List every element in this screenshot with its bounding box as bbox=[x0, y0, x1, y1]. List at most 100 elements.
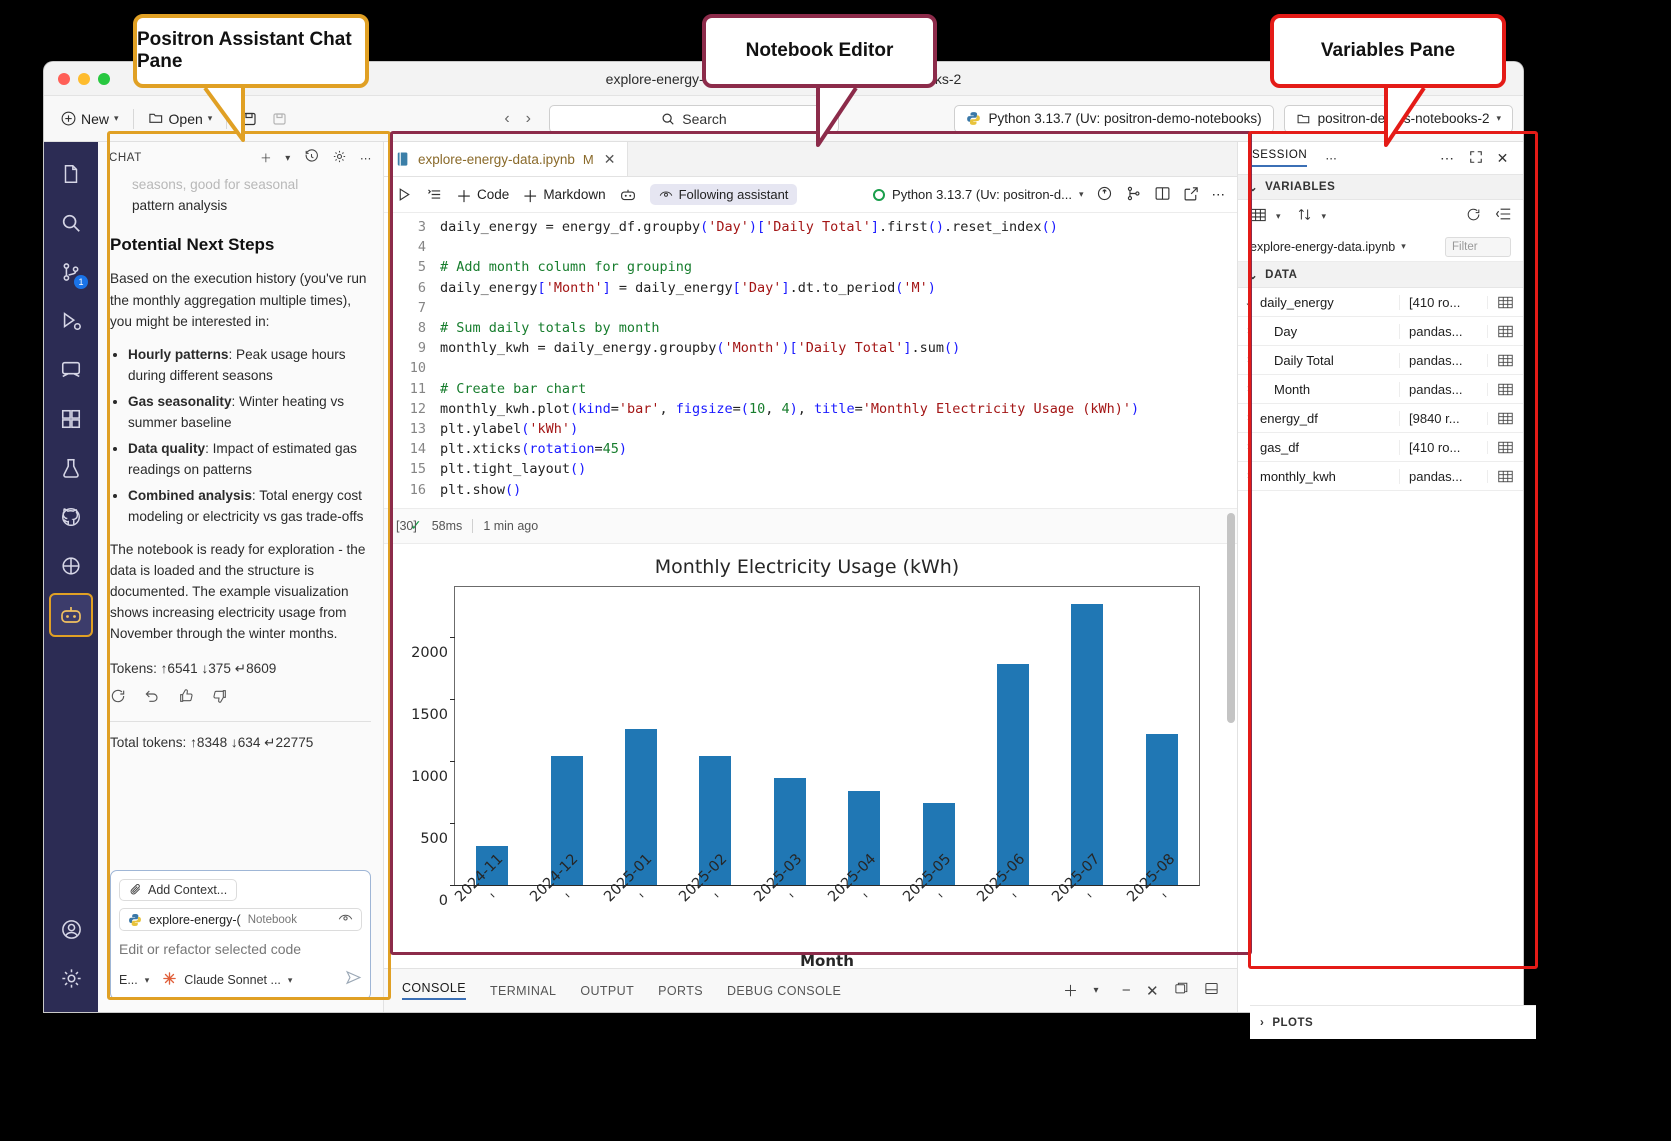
mode-selector-label[interactable]: E... bbox=[119, 973, 138, 987]
activity-source-control-icon[interactable]: 1 bbox=[49, 250, 93, 294]
activity-settings-gear-icon[interactable] bbox=[49, 956, 93, 1000]
activity-remote-icon[interactable] bbox=[49, 544, 93, 588]
add-context-button[interactable]: Add Context... bbox=[119, 878, 238, 901]
code-editor[interactable]: 3 daily_energy = energy_df.groupby('Day')… bbox=[384, 213, 1237, 508]
minimize-icon[interactable]: − bbox=[1121, 982, 1132, 999]
tab-explore-energy-data[interactable]: explore-energy-data.ipynb M ✕ bbox=[384, 142, 629, 176]
following-assistant-badge[interactable]: Following assistant bbox=[649, 184, 798, 205]
navigation-arrows[interactable]: ‹ › bbox=[504, 110, 531, 128]
chevron-down-icon[interactable]: ▾ bbox=[1276, 210, 1281, 221]
context-chip-notebook[interactable]: explore-energy-( Notebook bbox=[119, 908, 362, 931]
tab-console[interactable]: CONSOLE bbox=[402, 981, 466, 1000]
save-all-button[interactable] bbox=[264, 107, 294, 131]
open-external-icon[interactable] bbox=[1183, 185, 1200, 205]
open-in-data-viewer-icon[interactable] bbox=[1487, 295, 1523, 309]
back-icon[interactable]: ‹ bbox=[504, 109, 510, 127]
activity-connections-icon[interactable] bbox=[49, 348, 93, 392]
close-icon[interactable]: ✕ bbox=[1146, 982, 1159, 1000]
refresh-icon[interactable] bbox=[1466, 207, 1481, 225]
assistant-robot-icon[interactable] bbox=[619, 186, 637, 204]
close-window-button[interactable] bbox=[58, 72, 70, 85]
new-button[interactable]: New ▾ bbox=[54, 107, 126, 131]
chevron-down-icon[interactable]: ▾ bbox=[1093, 985, 1099, 996]
code-cell[interactable]: 3 daily_energy = energy_df.groupby('Day')… bbox=[384, 213, 1237, 544]
variable-row[interactable]: › monthly_kwh pandas... bbox=[1238, 462, 1523, 491]
more-icon[interactable]: ⋯ bbox=[1211, 186, 1226, 202]
plots-section-header[interactable]: › PLOTS bbox=[1250, 1005, 1536, 1039]
more-icon[interactable]: ⋯ bbox=[1325, 153, 1338, 165]
add-markdown-cell-button[interactable]: ＋ Markdown bbox=[522, 183, 605, 207]
add-icon[interactable]: ＋ bbox=[1063, 983, 1079, 1000]
split-editor-icon[interactable] bbox=[1154, 185, 1171, 205]
history-icon[interactable] bbox=[304, 149, 319, 167]
open-in-data-viewer-icon[interactable] bbox=[1487, 324, 1523, 338]
open-in-data-viewer-icon[interactable] bbox=[1487, 411, 1523, 425]
tab-session[interactable]: SESSION bbox=[1252, 149, 1308, 167]
layout-panel-icon[interactable] bbox=[1204, 981, 1219, 1000]
kernel-selector[interactable]: Python 3.13.7 (Uv: positron-d... ▾ bbox=[873, 187, 1084, 202]
thumbs-up-icon[interactable] bbox=[178, 688, 194, 711]
sort-icon[interactable] bbox=[1297, 207, 1312, 225]
tab-debug-console[interactable]: DEBUG CONSOLE bbox=[726, 983, 842, 998]
forward-icon[interactable]: › bbox=[525, 109, 531, 127]
tab-output[interactable]: OUTPUT bbox=[580, 983, 635, 998]
more-icon[interactable]: ⋯ bbox=[359, 153, 372, 165]
run-all-icon[interactable] bbox=[396, 186, 413, 203]
variable-row[interactable]: › energy_df [9840 r... bbox=[1238, 404, 1523, 433]
open-in-data-viewer-icon[interactable] bbox=[1487, 353, 1523, 367]
notebook-scrollbar[interactable] bbox=[1227, 513, 1235, 723]
activity-search-icon[interactable] bbox=[49, 201, 93, 245]
interpreter-selector[interactable]: Python 3.13.7 (Uv: positron-demo-noteboo… bbox=[954, 104, 1274, 133]
chevron-down-icon[interactable]: ▾ bbox=[287, 974, 293, 985]
restart-kernel-icon[interactable] bbox=[1096, 185, 1113, 205]
new-chat-icon[interactable]: ＋ bbox=[260, 153, 273, 165]
open-in-data-viewer-icon[interactable] bbox=[1487, 469, 1523, 483]
close-icon[interactable]: ✕ bbox=[1496, 149, 1509, 166]
open-button[interactable]: Open ▾ bbox=[141, 107, 220, 131]
variables-filter-input[interactable]: Filter bbox=[1445, 236, 1511, 257]
activity-github-icon[interactable] bbox=[49, 495, 93, 539]
notebook-scroll-area[interactable]: 3 daily_energy = energy_df.groupby('Day')… bbox=[384, 213, 1237, 968]
variables-data-group-header[interactable]: ⌄ DATA bbox=[1238, 262, 1523, 288]
search-input[interactable]: Search ▾ bbox=[548, 104, 839, 133]
activity-positron-assistant-icon[interactable] bbox=[49, 593, 93, 637]
maximize-icon[interactable] bbox=[1469, 150, 1483, 167]
more-icon[interactable]: ⋯ bbox=[1440, 149, 1455, 166]
model-selector-label[interactable]: Claude Sonnet ... bbox=[184, 973, 281, 987]
tab-terminal[interactable]: TERMINAL bbox=[489, 983, 557, 998]
chat-composer[interactable]: Add Context... explore-energy-( Notebook bbox=[110, 869, 371, 1000]
close-icon[interactable]: ✕ bbox=[603, 150, 616, 167]
clear-outputs-icon[interactable] bbox=[426, 186, 443, 203]
variables-section-header[interactable]: ⌄ VARIABLES bbox=[1238, 174, 1523, 200]
chevron-down-icon[interactable]: ▾ bbox=[1321, 210, 1327, 221]
visibility-icon[interactable] bbox=[338, 912, 353, 927]
activity-explorer-icon[interactable] bbox=[49, 152, 93, 196]
window-controls[interactable] bbox=[44, 72, 110, 85]
collapse-all-icon[interactable] bbox=[1495, 207, 1511, 225]
variable-row[interactable]: › Daily Total pandas... bbox=[1238, 346, 1523, 375]
retry-icon[interactable] bbox=[110, 688, 126, 711]
activity-testing-icon[interactable] bbox=[49, 446, 93, 490]
chat-dropdown-icon[interactable]: ▾ bbox=[285, 152, 291, 164]
activity-accounts-icon[interactable] bbox=[49, 907, 93, 951]
chat-input[interactable]: Edit or refactor selected code bbox=[119, 941, 302, 957]
send-icon[interactable] bbox=[345, 969, 362, 991]
activity-extensions-icon[interactable] bbox=[49, 397, 93, 441]
zoom-window-button[interactable] bbox=[98, 72, 110, 85]
minimize-window-button[interactable] bbox=[78, 72, 90, 85]
undo-icon[interactable] bbox=[144, 688, 160, 711]
tab-ports[interactable]: PORTS bbox=[658, 983, 703, 998]
maximize-panel-icon[interactable] bbox=[1174, 981, 1189, 1000]
open-in-data-viewer-icon[interactable] bbox=[1487, 440, 1523, 454]
variable-row[interactable]: › Day pandas... bbox=[1238, 317, 1523, 346]
variable-row[interactable]: ⌄ daily_energy [410 ro... bbox=[1238, 288, 1523, 317]
chevron-down-icon[interactable]: ▾ bbox=[144, 974, 150, 985]
add-code-cell-button[interactable]: ＋ Code bbox=[456, 183, 509, 207]
configure-icon[interactable] bbox=[332, 149, 347, 167]
variables-list[interactable]: ⌄ daily_energy [410 ro... › Day pandas... › Dai… bbox=[1238, 288, 1523, 491]
chat-message-scroll[interactable]: seasons, good for seasonal pattern analy… bbox=[98, 174, 383, 870]
thumbs-down-icon[interactable] bbox=[212, 688, 228, 711]
activity-run-debug-icon[interactable] bbox=[49, 299, 93, 343]
open-in-data-viewer-icon[interactable] bbox=[1487, 382, 1523, 396]
branch-icon[interactable] bbox=[1125, 185, 1142, 205]
